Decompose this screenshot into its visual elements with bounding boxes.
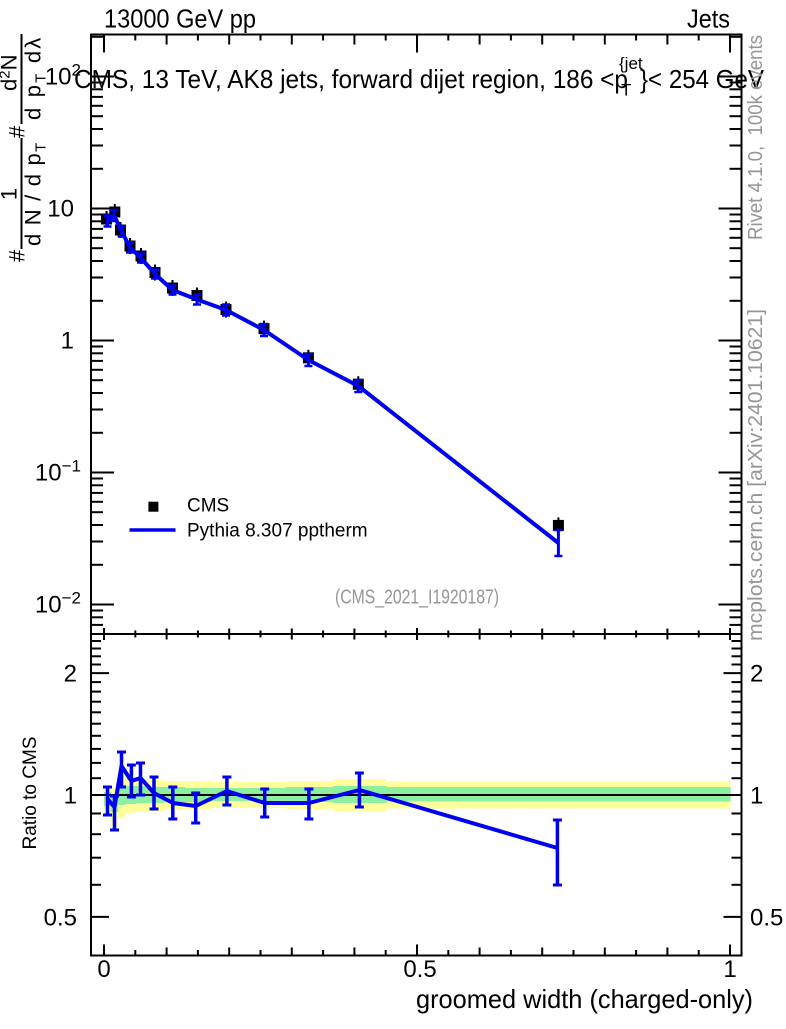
svg-text:groomed width (charged-only): groomed width (charged-only) <box>416 984 753 1014</box>
svg-text:d N / d pT: d N / d pT <box>21 142 50 246</box>
svg-text:0.5: 0.5 <box>750 904 783 931</box>
svg-text:#: # <box>5 125 30 138</box>
svg-text:d2N: d2N <box>0 55 22 91</box>
svg-text:1: 1 <box>723 956 736 983</box>
svg-text:CMS: CMS <box>187 496 229 517</box>
svg-text:2: 2 <box>750 661 763 688</box>
svg-text:}< 254 GeV: }< 254 GeV <box>640 64 765 94</box>
svg-text:13000 GeV pp: 13000 GeV pp <box>104 4 256 34</box>
svg-text:{jet: {jet <box>619 54 643 73</box>
svg-text:Rivet 4.1.0, 100k events: Rivet 4.1.0, 100k events <box>745 35 767 240</box>
svg-text:T: T <box>621 81 631 100</box>
svg-text:Ratio to CMS: Ratio to CMS <box>20 737 41 850</box>
svg-text:#: # <box>5 249 30 262</box>
svg-text:1: 1 <box>750 783 763 810</box>
svg-text:1: 1 <box>64 783 77 810</box>
svg-text:0.5: 0.5 <box>44 904 77 931</box>
svg-text:0.5: 0.5 <box>403 956 436 983</box>
svg-text:mcplots.cern.ch [arXiv:2401.10: mcplots.cern.ch [arXiv:2401.10621] <box>745 309 767 641</box>
svg-text:(CMS_2021_I1920187): (CMS_2021_I1920187) <box>335 587 499 609</box>
svg-text:0: 0 <box>97 956 110 983</box>
svg-text:1: 1 <box>0 188 22 200</box>
svg-text:Jets: Jets <box>687 4 730 34</box>
svg-text:1: 1 <box>61 328 74 355</box>
svg-text:10: 10 <box>47 196 74 223</box>
svg-text:CMS, 13 TeV, AK8 jets, forward: CMS, 13 TeV, AK8 jets, forward dijet reg… <box>74 64 628 94</box>
svg-text:Pythia 8.307 pptherm: Pythia 8.307 pptherm <box>187 521 368 542</box>
svg-text:2: 2 <box>64 661 77 688</box>
